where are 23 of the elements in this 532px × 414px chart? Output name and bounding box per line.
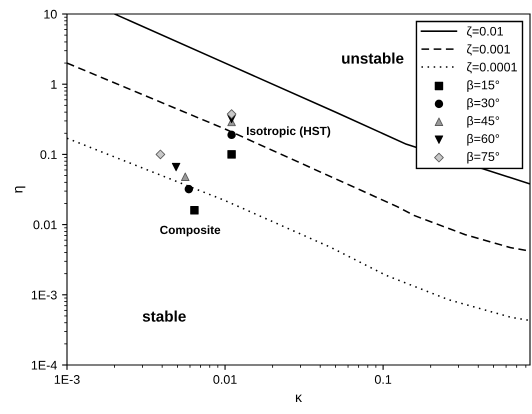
y-tick-label: 1E-3 (32, 290, 57, 300)
y-tick-label: 1 (51, 80, 57, 89)
legend-label: β=75° (467, 152, 500, 164)
y-tick-label: 0.1 (40, 150, 57, 160)
annotation: Isotropic (HST) (246, 126, 330, 138)
legend-label: ζ=0.001 (466, 44, 510, 56)
y-tick-label: 10 (44, 10, 57, 19)
annotation: Composite (160, 225, 220, 236)
legend-label: ζ=0.01 (466, 26, 503, 38)
annotation: unstable (342, 52, 404, 64)
x-tick-label: 0.1 (374, 375, 392, 384)
legend-label: β=60° (467, 134, 500, 146)
x-axis-title: κ (296, 394, 302, 402)
legend-label: β=15° (467, 80, 500, 92)
legend-label: β=45° (467, 116, 500, 128)
annotation: stable (142, 310, 186, 322)
legend-label: β=30° (467, 98, 500, 110)
x-tick-label: 1E-3 (54, 375, 80, 384)
y-tick-label: 1E-4 (32, 360, 57, 370)
legend-label: ζ=0.0001 (466, 62, 517, 74)
x-tick-label: 0.01 (213, 375, 237, 384)
y-axis-title: η (14, 186, 26, 193)
y-tick-label: 0.01 (33, 220, 57, 230)
